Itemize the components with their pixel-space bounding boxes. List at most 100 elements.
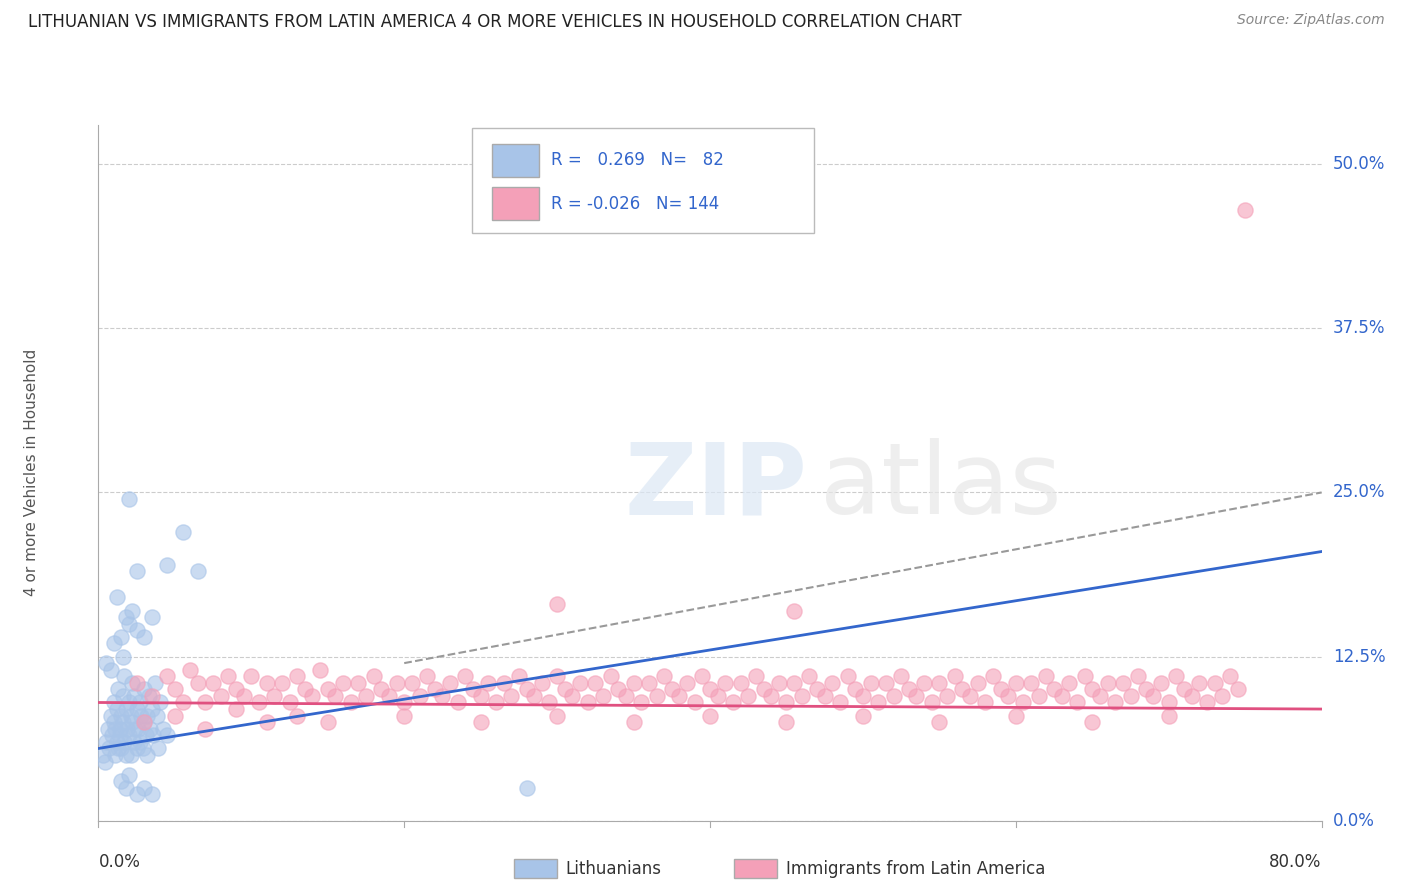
Point bbox=[583, 675, 606, 690]
Text: ZIP: ZIP bbox=[624, 438, 807, 535]
Point bbox=[278, 696, 301, 710]
Point bbox=[485, 696, 508, 710]
Point bbox=[516, 682, 538, 697]
Point bbox=[974, 696, 997, 710]
Point bbox=[447, 696, 470, 710]
Point bbox=[752, 682, 775, 697]
Point bbox=[966, 675, 988, 690]
Point bbox=[599, 669, 621, 683]
Point bbox=[645, 689, 668, 703]
Point bbox=[928, 675, 950, 690]
Point bbox=[401, 675, 423, 690]
Point bbox=[576, 696, 599, 710]
Point bbox=[652, 669, 675, 683]
Text: 4 or more Vehicles in Household: 4 or more Vehicles in Household bbox=[24, 349, 38, 597]
Point bbox=[110, 630, 132, 644]
Point bbox=[783, 675, 806, 690]
Point bbox=[117, 722, 139, 736]
Text: 37.5%: 37.5% bbox=[1333, 319, 1385, 337]
Point bbox=[592, 689, 614, 703]
Point bbox=[225, 682, 247, 697]
Point bbox=[699, 682, 721, 697]
Point bbox=[392, 708, 416, 723]
Point bbox=[1019, 675, 1042, 690]
Point bbox=[875, 675, 897, 690]
Text: R =   0.269   N=   82: R = 0.269 N= 82 bbox=[551, 152, 724, 169]
Point bbox=[301, 689, 323, 703]
Point bbox=[127, 722, 149, 736]
Point bbox=[134, 682, 156, 697]
Point bbox=[163, 682, 186, 697]
Point bbox=[93, 755, 115, 769]
Point bbox=[1043, 682, 1066, 697]
Point bbox=[1028, 689, 1050, 703]
Point bbox=[316, 682, 339, 697]
Point bbox=[347, 675, 370, 690]
Point bbox=[104, 747, 127, 762]
Point bbox=[1050, 689, 1073, 703]
Point bbox=[121, 604, 143, 618]
Point bbox=[508, 669, 530, 683]
Point bbox=[141, 702, 163, 716]
Point bbox=[943, 669, 966, 683]
Point bbox=[152, 722, 174, 736]
Point bbox=[470, 689, 492, 703]
Point bbox=[97, 722, 120, 736]
Point bbox=[256, 675, 278, 690]
Point bbox=[706, 689, 728, 703]
Point bbox=[132, 741, 155, 756]
Point bbox=[179, 663, 201, 677]
Point bbox=[730, 675, 752, 690]
Point bbox=[125, 675, 148, 690]
Point bbox=[1004, 675, 1026, 690]
Point bbox=[225, 702, 247, 716]
Text: Source: ZipAtlas.com: Source: ZipAtlas.com bbox=[1237, 13, 1385, 28]
Point bbox=[122, 689, 145, 703]
Point bbox=[1157, 708, 1180, 723]
Point bbox=[516, 780, 538, 795]
Point bbox=[1119, 689, 1142, 703]
Point bbox=[100, 708, 122, 723]
Point bbox=[1104, 696, 1126, 710]
Point bbox=[1195, 696, 1218, 710]
Point bbox=[997, 689, 1019, 703]
Point bbox=[554, 682, 576, 697]
Point bbox=[134, 780, 156, 795]
Point bbox=[623, 715, 645, 730]
Point bbox=[118, 616, 141, 631]
Point bbox=[115, 702, 138, 716]
Point bbox=[637, 675, 661, 690]
Point bbox=[104, 722, 127, 736]
Text: atlas: atlas bbox=[820, 438, 1062, 535]
Point bbox=[828, 696, 851, 710]
Point bbox=[569, 675, 592, 690]
Point bbox=[149, 696, 172, 710]
Point bbox=[136, 708, 159, 723]
Point bbox=[1142, 689, 1164, 703]
Point bbox=[714, 675, 737, 690]
Point bbox=[799, 669, 821, 683]
Point bbox=[101, 728, 124, 742]
Point bbox=[142, 728, 165, 742]
Text: 12.5%: 12.5% bbox=[1333, 648, 1385, 665]
Point bbox=[247, 696, 270, 710]
Point bbox=[1097, 675, 1119, 690]
Point bbox=[194, 722, 217, 736]
Point bbox=[98, 741, 121, 756]
Point bbox=[546, 669, 568, 683]
Point bbox=[775, 696, 797, 710]
Point bbox=[721, 696, 744, 710]
FancyBboxPatch shape bbox=[471, 128, 814, 233]
Point bbox=[143, 675, 166, 690]
Point bbox=[125, 702, 148, 716]
Point bbox=[138, 689, 160, 703]
Point bbox=[134, 715, 156, 730]
Point bbox=[477, 675, 499, 690]
Point bbox=[122, 735, 145, 749]
Point bbox=[107, 741, 129, 756]
Point bbox=[844, 682, 866, 697]
Point bbox=[124, 722, 146, 736]
Point bbox=[232, 689, 254, 703]
Point bbox=[1004, 708, 1026, 723]
Point bbox=[325, 689, 347, 703]
